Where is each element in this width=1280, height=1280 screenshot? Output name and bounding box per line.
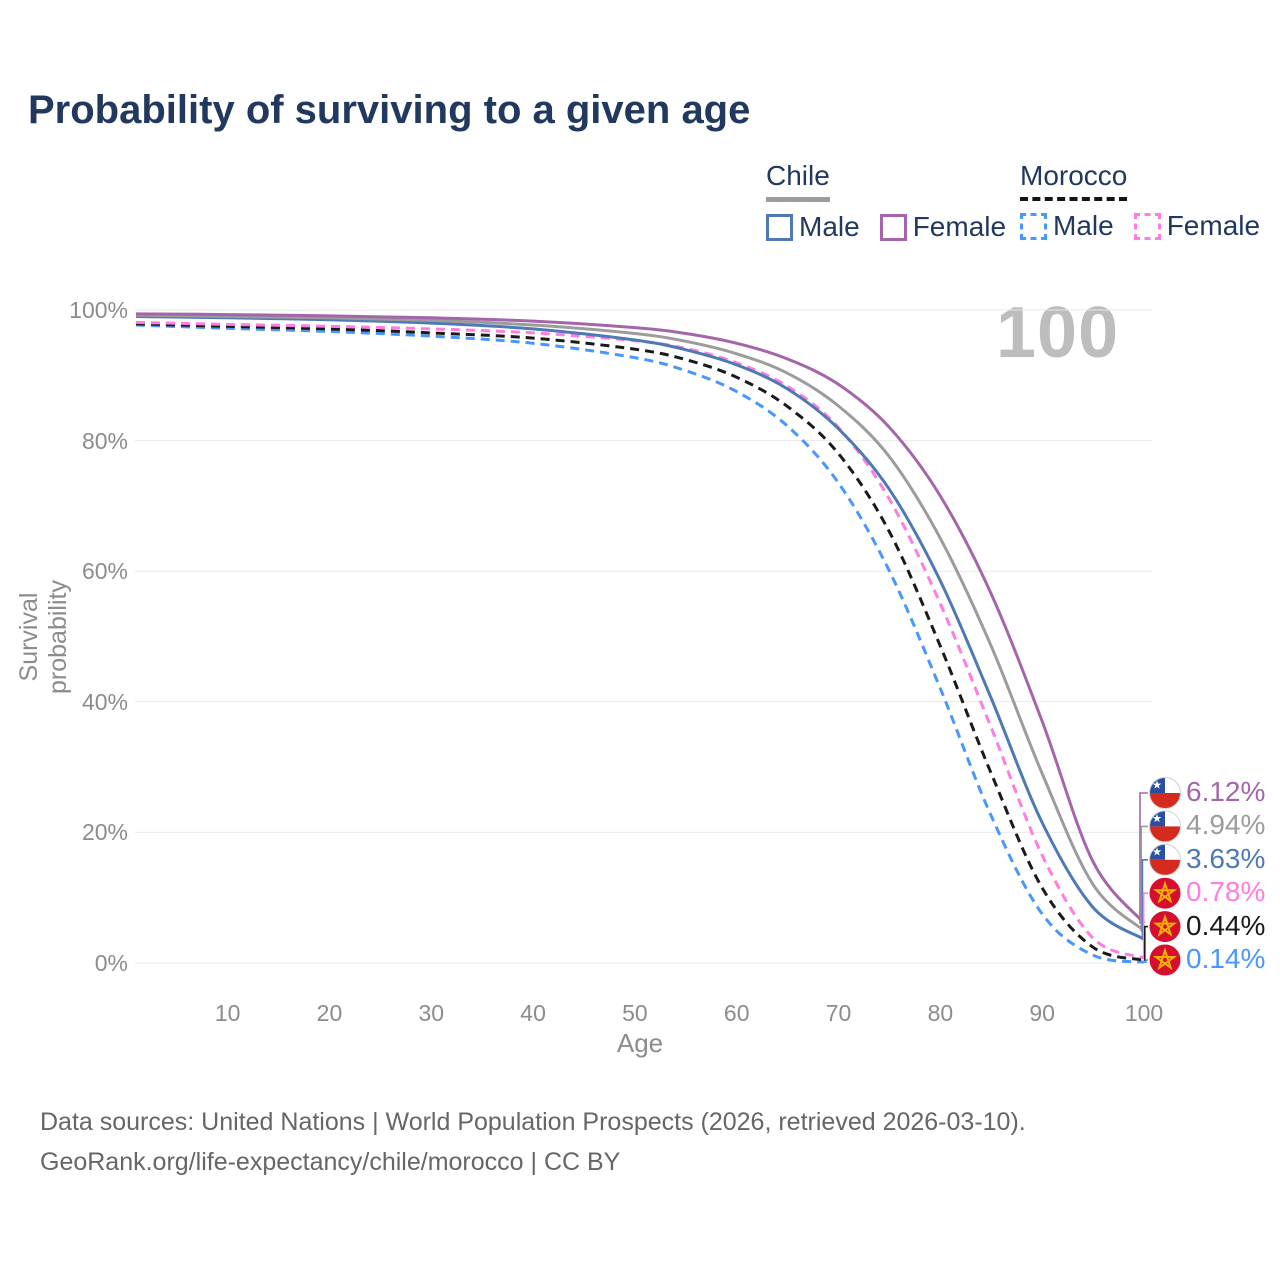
legend-swatch-morocco-male	[1020, 212, 1047, 240]
chile-flag-icon	[1149, 810, 1181, 843]
label-connector-morocco-male	[1144, 959, 1148, 963]
x-tick-label: 20	[316, 1000, 343, 1026]
x-tick-label: 80	[927, 1000, 954, 1026]
end-value-label-morocco-male: 0.14%	[1186, 943, 1266, 974]
page-title: Probability of surviving to a given age	[28, 88, 751, 132]
footer-data-sources: Data sources: United Nations | World Pop…	[40, 1108, 1026, 1136]
legend-label: Female	[912, 211, 1007, 242]
legend-item-chile-male[interactable]: Male	[766, 211, 860, 243]
age-watermark: 100	[996, 293, 1120, 373]
y-tick-label: 0%	[94, 950, 128, 976]
chile-flag-icon	[1149, 777, 1181, 809]
x-tick-label: 90	[1029, 1000, 1055, 1026]
y-tick-label: 80%	[81, 427, 128, 454]
morocco-flag-icon	[1149, 911, 1181, 943]
morocco-flag-icon	[1149, 944, 1181, 976]
morocco-flag-icon	[1149, 877, 1181, 909]
label-connector-morocco-female	[1142, 892, 1148, 959]
x-tick-label: 30	[418, 1000, 445, 1026]
legend-item-morocco-male[interactable]: Male	[1020, 210, 1114, 242]
legend-swatch-chile-male	[766, 213, 793, 241]
series-line-chile-female[interactable]	[135, 312, 1146, 924]
legend-label: Female	[1166, 210, 1261, 241]
x-tick-label: 50	[622, 1000, 648, 1026]
y-tick-label: 60%	[81, 558, 128, 585]
footer-attribution: GeoRank.org/life-expectancy/chile/morocc…	[40, 1148, 621, 1176]
legend-item-morocco-female[interactable]: Female	[1133, 210, 1261, 242]
series-line-morocco-male[interactable]	[135, 323, 1145, 964]
y-tick-label: 100%	[69, 297, 128, 323]
series-line-morocco-combined[interactable]	[135, 322, 1145, 962]
chile-flag-icon	[1149, 843, 1181, 876]
legend-swatch-chile-female	[879, 213, 907, 241]
legend-group-morocco: Morocco Male Female	[1020, 160, 1280, 242]
end-value-label-morocco-combined: 0.44%	[1186, 909, 1266, 941]
series-line-morocco-female[interactable]	[135, 320, 1145, 960]
end-value-label-chile-female: 6.12%	[1186, 776, 1266, 807]
x-axis-title: Age	[616, 1028, 664, 1058]
x-tick-label: 60	[723, 1000, 750, 1026]
legend-label: Male	[1053, 210, 1114, 241]
legend-group-chile: Chile Male Female	[766, 160, 1026, 243]
legend-label: Male	[799, 211, 860, 242]
label-connector-morocco-combined	[1144, 925, 1148, 961]
end-value-label-chile-combined: 4.94%	[1186, 809, 1266, 841]
series-line-chile-male[interactable]	[135, 315, 1145, 941]
y-tick-label: 40%	[81, 688, 128, 715]
x-tick-label: 10	[214, 1000, 241, 1026]
x-tick-label: 70	[825, 1000, 852, 1026]
end-value-label-morocco-female: 0.78%	[1186, 876, 1266, 908]
y-tick-label: 20%	[81, 819, 128, 846]
series-line-chile-combined[interactable]	[135, 313, 1145, 932]
end-value-label-chile-male: 3.63%	[1186, 842, 1266, 874]
legend-title-chile[interactable]: Chile	[766, 160, 830, 202]
x-tick-label: 40	[520, 1000, 546, 1026]
x-tick-label: 100	[1124, 1000, 1164, 1026]
legend-item-chile-female[interactable]: Female	[879, 211, 1007, 243]
legend-swatch-morocco-female	[1133, 212, 1161, 240]
legend-title-morocco[interactable]: Morocco	[1020, 160, 1128, 201]
